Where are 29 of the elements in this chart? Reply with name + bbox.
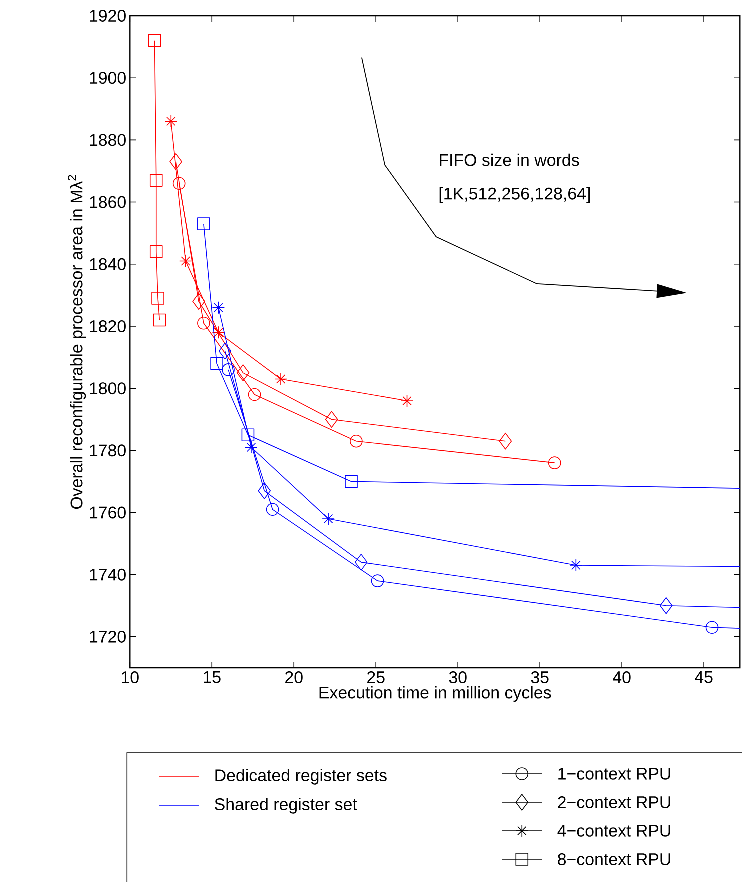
y-tick-label: 1860	[90, 196, 126, 208]
x-tick-label: 45	[694, 672, 713, 684]
x-tick-label: 25	[367, 672, 385, 684]
annotation: FIFO size in words	[440, 154, 580, 166]
annotation: [1K,512,256,128,64]	[440, 187, 590, 204]
y-tick-label: 1840	[90, 258, 126, 270]
y-tick-label: 1820	[90, 320, 126, 332]
text: 8−context RPU	[558, 853, 670, 866]
text: Dedicated register sets	[216, 769, 387, 785]
x-tick-label: 20	[285, 672, 303, 684]
y-tick-label: 1800	[90, 382, 126, 395]
x-axis-title: Execution time in million cycles	[320, 686, 552, 702]
y-axis-title: Overall reconfigurable processor area in Mλ$^{2}$	[68, 175, 86, 510]
x-tick-label: 40	[612, 672, 631, 684]
x-tick-label: 35	[531, 672, 549, 684]
y-tick-label: 1740	[90, 568, 126, 581]
y-tick-label: 1880	[90, 134, 126, 146]
text: 1−context RPU	[558, 768, 670, 780]
y-tick-label: 1760	[90, 506, 126, 519]
text: 4−context RPU	[558, 825, 670, 837]
x-tick-label: 10	[122, 672, 139, 684]
text: Shared register set	[215, 798, 358, 814]
x-tick-label: 15	[204, 672, 221, 684]
y-tick-label: 1920	[90, 10, 126, 22]
x-tick-label: 30	[449, 672, 467, 684]
y-tick-label: 1780	[90, 444, 126, 457]
y-tick-label: 1720	[90, 630, 126, 643]
text: 2−context RPU	[558, 796, 670, 808]
y-tick-label: 1900	[90, 72, 126, 84]
